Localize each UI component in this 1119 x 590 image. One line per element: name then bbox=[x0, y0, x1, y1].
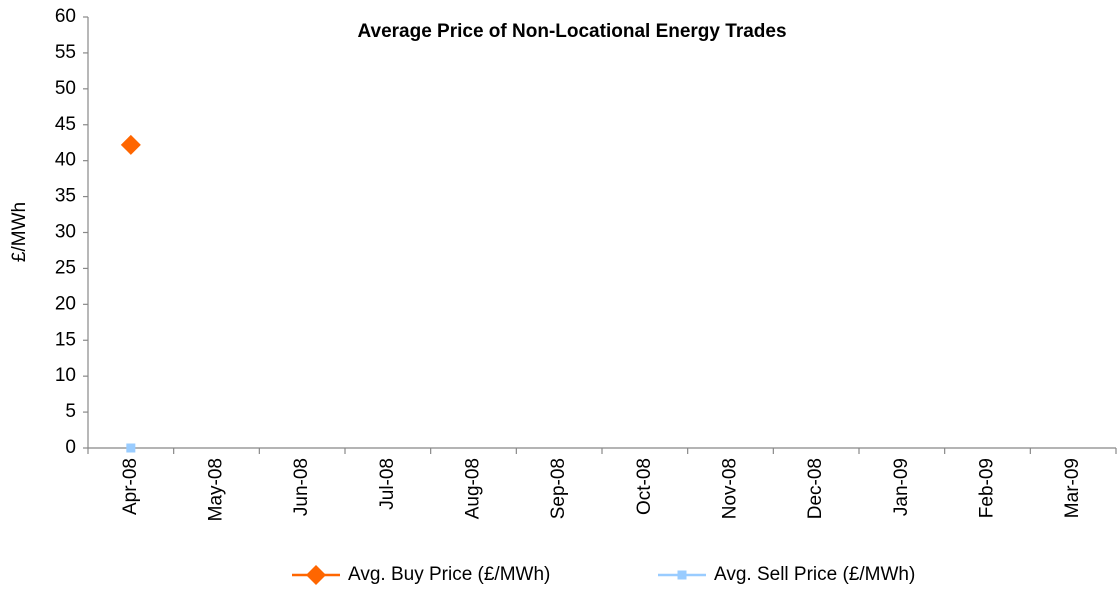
x-tick-label: Dec-08 bbox=[805, 458, 826, 519]
y-tick-label: 30 bbox=[55, 222, 76, 243]
data-point bbox=[120, 134, 141, 155]
x-tick-label: Feb-09 bbox=[977, 458, 998, 518]
x-tick-label: May-08 bbox=[206, 458, 227, 521]
y-tick-label: 35 bbox=[55, 186, 76, 207]
y-tick-label: 10 bbox=[55, 365, 76, 386]
legend-marker bbox=[677, 570, 687, 580]
x-tick-label: Jun-08 bbox=[291, 458, 312, 516]
y-tick-label: 60 bbox=[55, 6, 76, 27]
x-tick-label: Oct-08 bbox=[634, 458, 655, 515]
x-tick-label: Sep-08 bbox=[548, 458, 569, 519]
x-tick-label: Jan-09 bbox=[891, 458, 912, 516]
y-tick-label: 45 bbox=[55, 114, 76, 135]
x-tick-label: Aug-08 bbox=[463, 458, 484, 519]
x-tick-label: Apr-08 bbox=[120, 458, 141, 515]
y-tick-label: 0 bbox=[65, 437, 76, 458]
y-tick-label: 5 bbox=[65, 401, 76, 422]
y-tick-label: 40 bbox=[55, 150, 76, 171]
x-tick-label: Mar-09 bbox=[1062, 458, 1083, 518]
x-tick-label: Nov-08 bbox=[720, 458, 741, 519]
y-tick-label: 25 bbox=[55, 257, 76, 278]
x-tick-label: Jul-08 bbox=[377, 458, 398, 510]
data-point bbox=[126, 443, 136, 453]
y-axis-label: £/MWh bbox=[9, 202, 30, 262]
legend-label: Avg. Sell Price (£/MWh) bbox=[714, 564, 915, 585]
legend-marker bbox=[306, 565, 326, 585]
chart-title: Average Price of Non-Locational Energy T… bbox=[357, 21, 786, 42]
y-tick-label: 15 bbox=[55, 329, 76, 350]
legend-label: Avg. Buy Price (£/MWh) bbox=[348, 564, 550, 585]
y-tick-label: 50 bbox=[55, 78, 76, 99]
y-tick-label: 55 bbox=[55, 42, 76, 63]
y-tick-label: 20 bbox=[55, 293, 76, 314]
